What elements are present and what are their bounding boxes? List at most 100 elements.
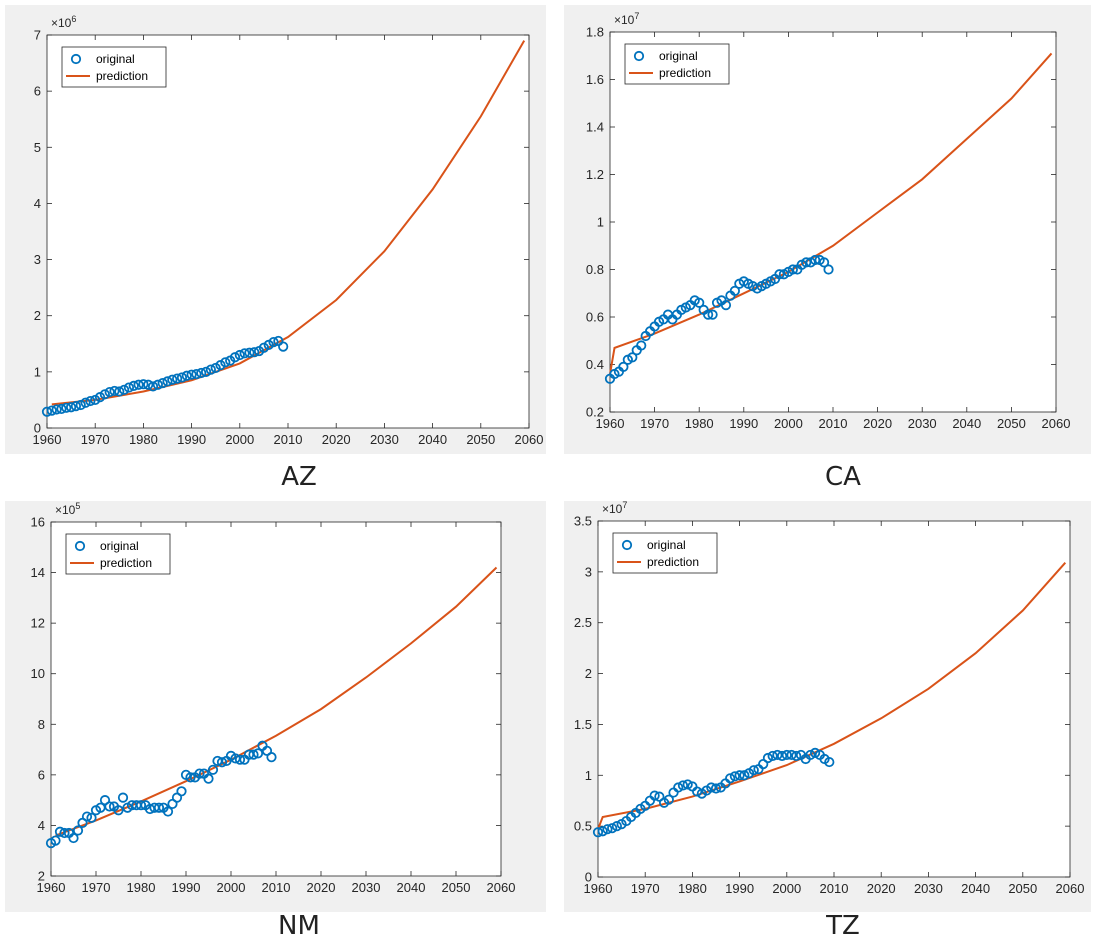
- original-point: [725, 773, 736, 784]
- x-tick-label: 1960: [33, 432, 62, 447]
- original-point: [72, 825, 84, 836]
- original-point: [234, 754, 246, 765]
- original-point: [186, 369, 197, 380]
- y-tick-label: 5: [34, 140, 41, 155]
- y-tick-label: 0.4: [586, 357, 604, 372]
- y-exponent-label: ×107: [614, 11, 639, 27]
- x-tick-label: 2060: [1056, 881, 1085, 896]
- original-point: [167, 374, 178, 385]
- x-tick-label: 1980: [685, 416, 714, 431]
- plot-area: [50, 521, 502, 877]
- original-point: [176, 786, 187, 797]
- original-point: [220, 357, 231, 368]
- chart-nm: 1960 1970 1980 1990 2000 2010 2020 2030 2040 2050…: [31, 501, 516, 895]
- original-point: [128, 380, 139, 391]
- y-tick-label: 4: [34, 196, 41, 211]
- original-point: [734, 770, 745, 781]
- original-point: [157, 377, 168, 389]
- x-tick-label: 2050: [1008, 881, 1037, 896]
- original-point: [85, 395, 96, 407]
- y-tick-label: 6: [38, 767, 45, 782]
- original-point: [611, 821, 622, 832]
- original-point: [51, 404, 62, 415]
- chart-panel-nm: 1960 1970 1980 1990 2000 2010 2020 2030 2040 2050…: [5, 501, 546, 912]
- x-tick-label: 1960: [584, 881, 613, 896]
- y-tick-label: 0.5: [574, 819, 592, 834]
- original-point: [123, 382, 135, 393]
- original-point: [810, 254, 821, 266]
- y-tick-label: 1: [34, 364, 41, 379]
- y-tick-label: 3: [585, 564, 592, 579]
- original-point: [114, 386, 125, 397]
- x-tick-label: 1980: [129, 432, 158, 447]
- x-tick-label: 2040: [418, 432, 447, 447]
- x-tick-label: 2030: [914, 881, 943, 896]
- x-tick-label: 2020: [322, 432, 351, 447]
- legend-original-marker: [70, 53, 82, 65]
- caption-tz: TZ: [826, 911, 860, 941]
- x-tick-label: 1990: [729, 416, 758, 431]
- original-point: [81, 811, 93, 822]
- legend-original-label: original: [100, 539, 139, 553]
- original-point: [172, 373, 183, 384]
- original-point: [152, 379, 163, 390]
- x-tick-label: 2010: [820, 881, 849, 896]
- original-point: [75, 399, 86, 411]
- y-tick-label: 4: [38, 818, 45, 833]
- original-point: [147, 381, 159, 392]
- original-point: [823, 264, 834, 275]
- original-point: [86, 812, 97, 823]
- original-point: [205, 364, 216, 375]
- y-tick-label: 0.8: [586, 262, 604, 277]
- chart-tz: 1960 1970 1980 1990 2000 2010 2020 2030 2040 2050…: [574, 500, 1085, 896]
- x-tick-label: 1980: [127, 880, 156, 895]
- original-point: [46, 405, 57, 416]
- legend-original-marker: [633, 50, 645, 62]
- x-tick-label: 1970: [81, 432, 110, 447]
- legend-original-marker: [621, 539, 633, 551]
- original-point: [748, 765, 759, 776]
- original-point: [627, 352, 638, 363]
- original-point: [791, 750, 802, 762]
- y-tick-label: 2: [34, 308, 41, 323]
- y-tick-label: 2: [585, 666, 592, 681]
- original-point: [119, 384, 130, 395]
- original-point: [138, 379, 149, 390]
- y-tick-label: 1.6: [586, 72, 604, 87]
- original-point: [818, 257, 830, 268]
- legend-prediction-label: prediction: [647, 555, 699, 569]
- original-point: [592, 827, 604, 838]
- y-tick-label: 1.8: [586, 25, 604, 40]
- original-point: [203, 773, 214, 784]
- y-tick-label: 12: [31, 616, 45, 631]
- y-tick-label: 2: [38, 869, 45, 884]
- x-tick-label: 1960: [596, 416, 625, 431]
- legend-original-label: original: [96, 52, 135, 66]
- original-point: [41, 406, 53, 417]
- original-point: [677, 780, 689, 791]
- original-point: [762, 752, 774, 764]
- original-point: [207, 764, 219, 775]
- x-tick-label: 2040: [961, 881, 990, 896]
- x-tick-label: 1960: [37, 880, 66, 895]
- original-point: [113, 805, 124, 816]
- legend-prediction-label: prediction: [659, 66, 711, 80]
- legend-original-label: original: [659, 49, 698, 63]
- y-exponent-label: ×106: [51, 14, 76, 30]
- caption-az: AZ: [281, 462, 317, 492]
- original-point: [729, 771, 740, 782]
- original-point: [729, 285, 740, 296]
- original-point: [65, 402, 77, 413]
- x-tick-label: 1990: [177, 432, 206, 447]
- original-point: [663, 794, 674, 805]
- original-point: [181, 370, 192, 381]
- original-point: [133, 379, 144, 390]
- original-point: [162, 806, 174, 817]
- x-tick-label: 2060: [1042, 416, 1071, 431]
- original-point: [707, 309, 718, 320]
- x-tick-label: 2030: [370, 432, 399, 447]
- plot-area: [609, 31, 1057, 413]
- legend-original-label: original: [647, 538, 686, 552]
- original-point: [249, 347, 260, 358]
- original-point: [776, 750, 788, 762]
